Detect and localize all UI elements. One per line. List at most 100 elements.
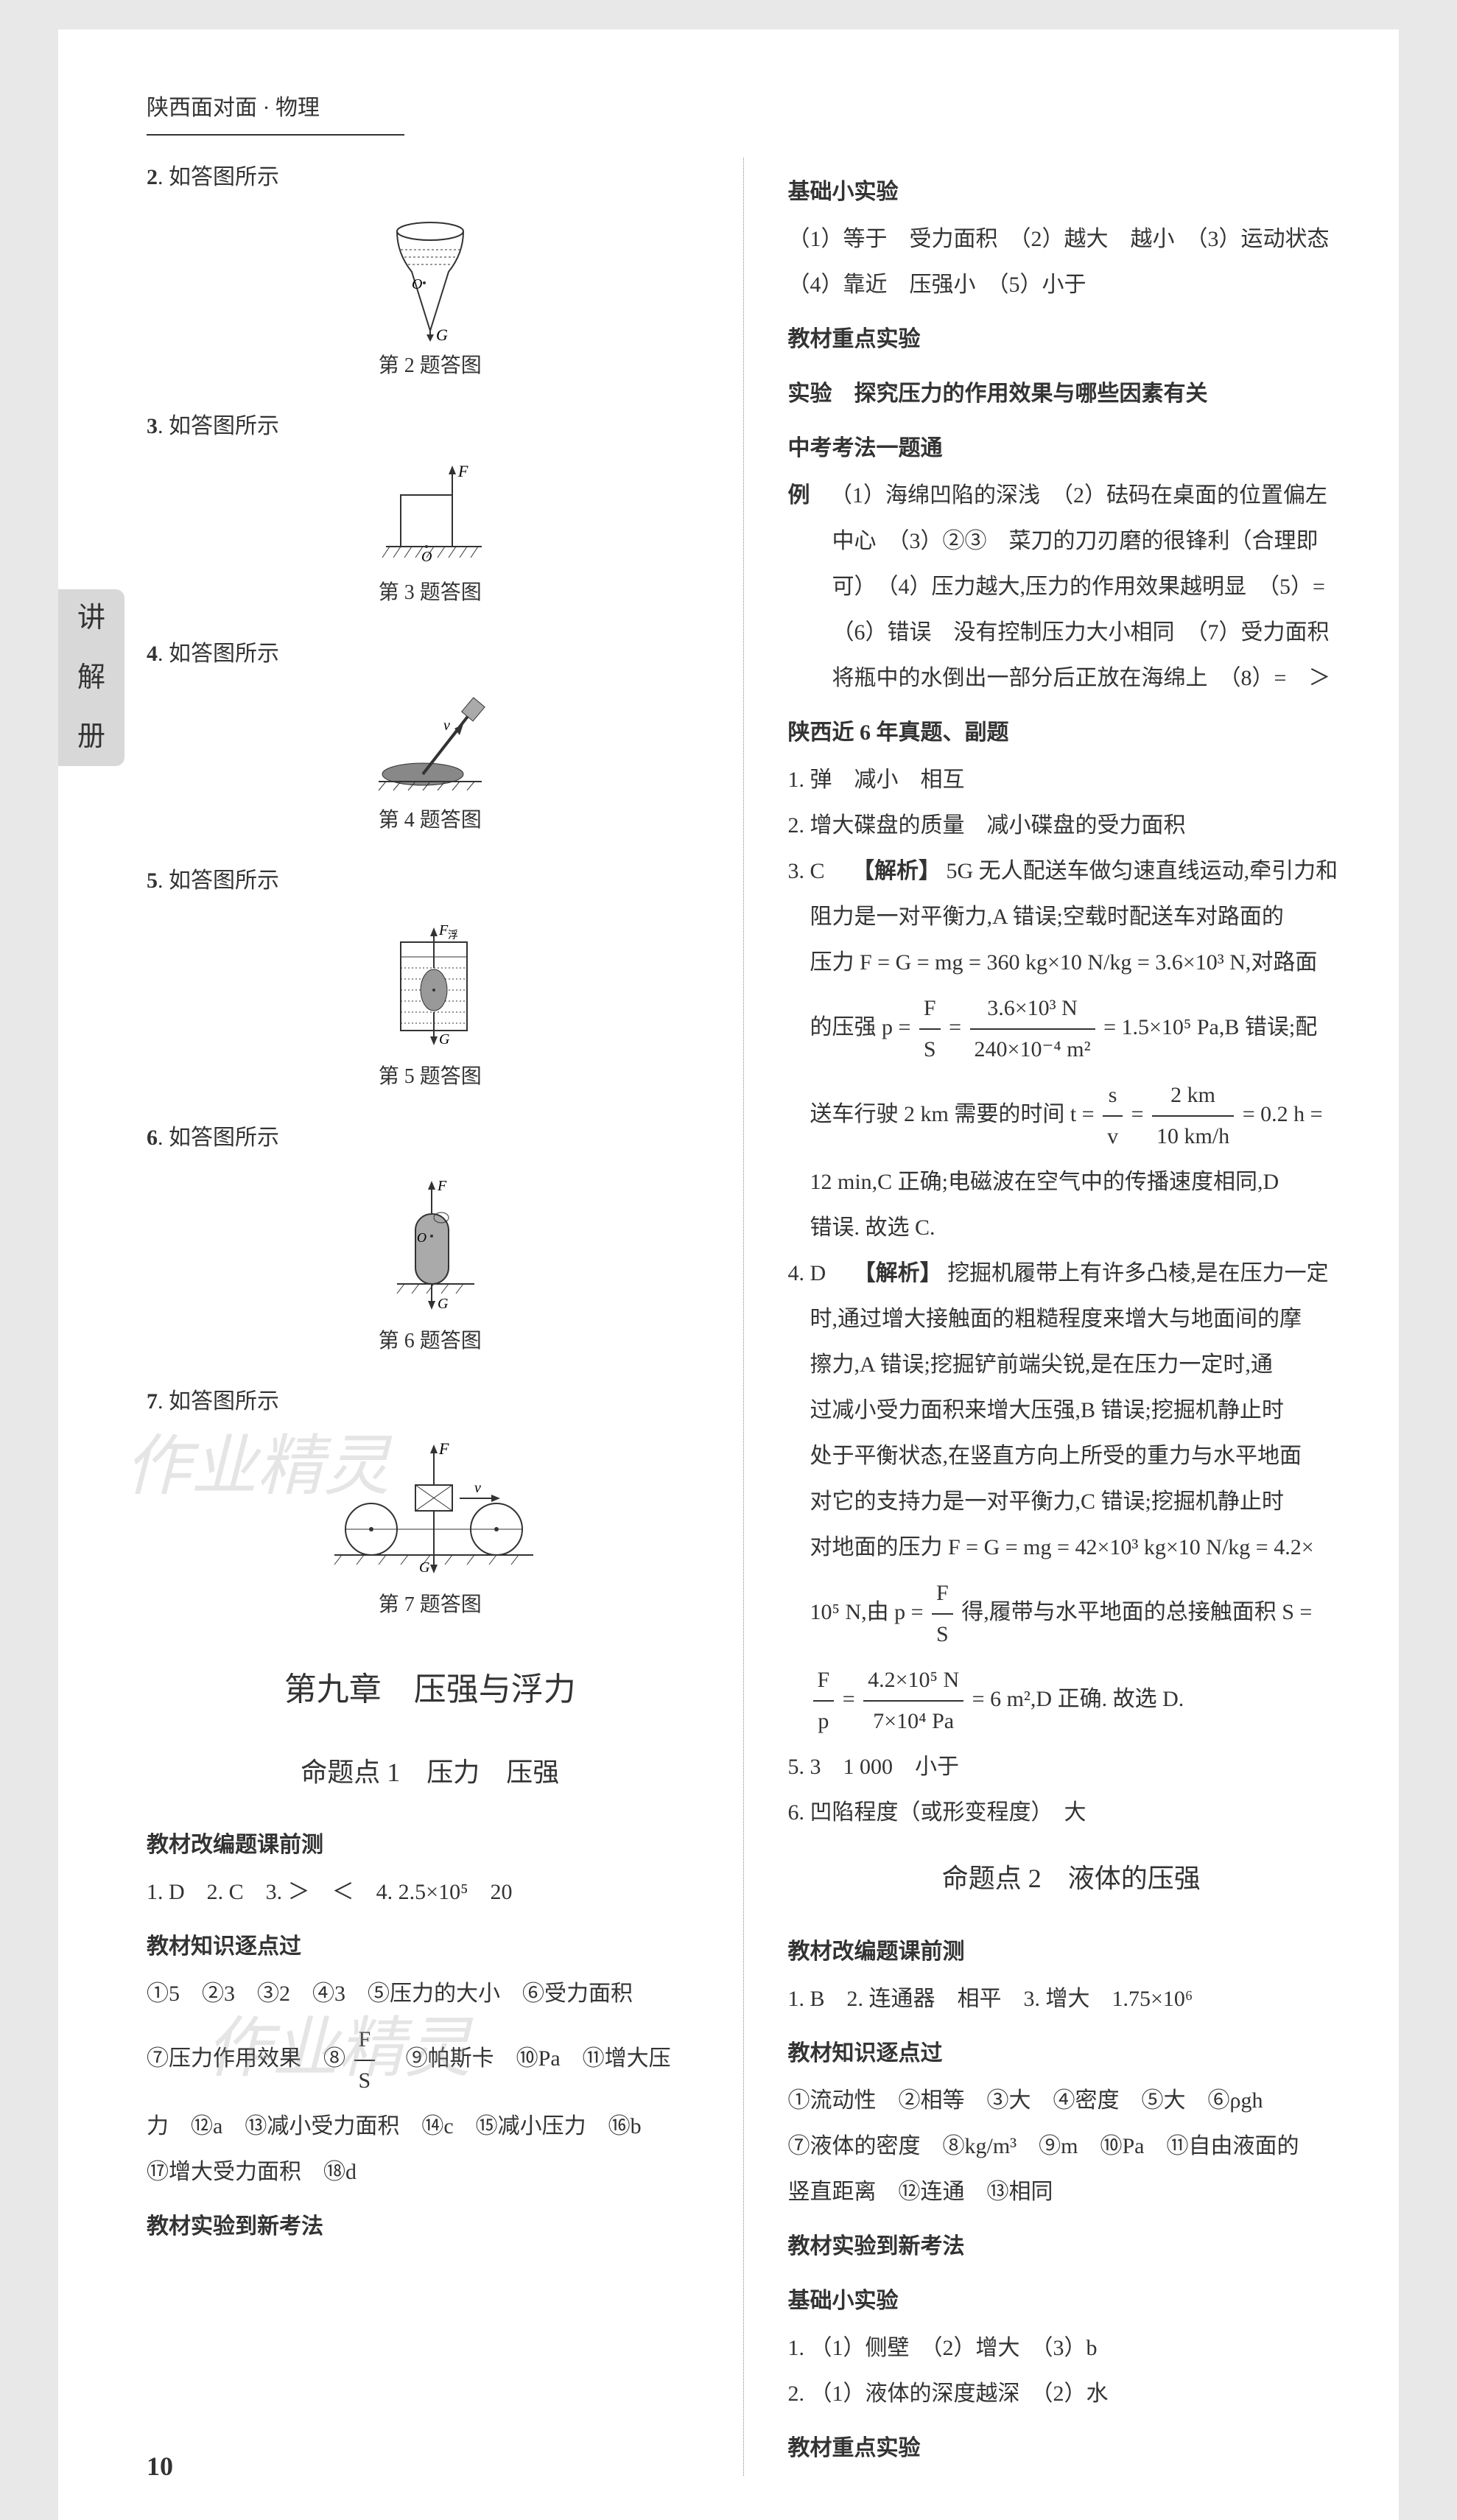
- fig5-svg: F浮 G: [371, 913, 489, 1053]
- svg-text:G: G: [439, 1031, 450, 1047]
- figure-7: F v G: [147, 1433, 714, 1581]
- frac-num: 3.6×10³ N: [970, 989, 1095, 1030]
- q4-text: 对它的支持力是一对平衡力,C 错误;挖掘机静止时: [788, 1482, 1355, 1522]
- svg-text:F: F: [438, 1439, 449, 1458]
- item-number: 5: [147, 868, 158, 893]
- frac-num: F: [813, 1660, 835, 1702]
- q3-text: 的压强 p = F S = 3.6×10³ N 240×10⁻⁴ m² = 1.…: [788, 989, 1355, 1070]
- knowledge-line: ①5 ②3 ③2 ④3 ⑤压力的大小 ⑥受力面积: [147, 1974, 714, 2014]
- frac-num: s: [1103, 1075, 1123, 1117]
- figure-4: v: [147, 686, 714, 796]
- fraction-fs: F S: [354, 2020, 376, 2101]
- item-text: 如答图所示: [169, 642, 279, 666]
- left-column: 2. 如答图所示 O G 第 2: [147, 158, 744, 2476]
- frac-den: p: [813, 1702, 835, 1741]
- knowledge-line: ⑦压力作用效果 ⑧ F S ⑨帕斯卡 ⑩Pa ⑪增大压: [147, 2020, 714, 2101]
- item-text: 如答图所示: [169, 165, 279, 189]
- expmethod-heading: 教材实验到新考法: [147, 2207, 714, 2247]
- fig-caption: 第 5 题答图: [147, 1059, 714, 1095]
- figure-2: O G: [147, 209, 714, 342]
- text-part: ⑨帕斯卡 ⑩Pa ⑪增大压: [384, 2046, 671, 2071]
- pretest-answers: 1. D 2. C 3. ＞ ＜ 4. 2.5×10⁵ 20: [147, 1873, 714, 1912]
- item-text: 如答图所示: [169, 868, 279, 893]
- q3-prefix: 3. C: [788, 859, 847, 883]
- answer-item-2: 2. 如答图所示 O G 第 2: [147, 158, 714, 385]
- q3-block: 3. C 【解析】 5G 无人配送车做匀速直线运动,牵引力和: [788, 852, 1355, 891]
- svg-text:O: O: [421, 549, 432, 565]
- q3-text: 送车行驶 2 km 需要的时间 t = s v = 2 km 10 km/h =…: [788, 1075, 1355, 1157]
- knowledge2-line: ⑦液体的密度 ⑧kg/m³ ⑨m ⑩Pa ⑪自由液面的: [788, 2127, 1355, 2166]
- text-part: 送车行驶 2 km 需要的时间 t =: [810, 1102, 1100, 1126]
- q3-text: 错误. 故选 C.: [788, 1208, 1355, 1248]
- q4-text: 处于平衡状态,在竖直方向上所受的重力与水平地面: [788, 1436, 1355, 1476]
- q3-text: 5G 无人配送车做匀速直线运动,牵引力和: [947, 859, 1338, 883]
- svg-text:浮: 浮: [448, 930, 458, 941]
- keyexp2-heading: 教材重点实验: [788, 2429, 1355, 2468]
- q4-block: 4. D 【解析】 挖掘机履带上有许多凸棱,是在压力一定: [788, 1254, 1355, 1294]
- answer-item-7: 7. 如答图所示 F: [147, 1382, 714, 1624]
- item-text: 如答图所示: [169, 414, 279, 438]
- svg-text:O: O: [417, 1230, 426, 1245]
- item-number: 2: [147, 165, 158, 189]
- side-tab-char: 册: [77, 712, 105, 762]
- basicexp2-line: 1. （1）侧壁 （2）增大 （3）b: [788, 2328, 1355, 2368]
- page-number: 10: [147, 2443, 173, 2491]
- text-part: = 1.5×10⁵ Pa,B 错误;配: [1103, 1015, 1317, 1039]
- frac-den: 10 km/h: [1152, 1117, 1234, 1157]
- svg-text:F: F: [457, 462, 468, 480]
- frac-den: 240×10⁻⁴ m²: [970, 1030, 1095, 1070]
- chapter-title: 第九章 压强与浮力: [147, 1660, 714, 1719]
- real-q-line: 1. 弹 减小 相互: [788, 760, 1355, 800]
- svg-text:v: v: [474, 1480, 481, 1496]
- key-exp-heading: 教材重点实验: [788, 320, 1355, 359]
- q3-text: 阻力是一对平衡力,A 错误;空载时配送车对路面的: [788, 897, 1355, 937]
- frac-den: S: [354, 2061, 376, 2101]
- knowledge2-heading: 教材知识逐点过: [788, 2034, 1355, 2074]
- analysis-label: 【解析】: [854, 1261, 942, 1285]
- side-tab-char: 解: [77, 653, 105, 703]
- side-tab: 讲 解 册: [58, 589, 124, 766]
- item-number: 3: [147, 414, 158, 438]
- item-text: 如答图所示: [169, 1126, 279, 1150]
- knowledge-heading: 教材知识逐点过: [147, 1927, 714, 1967]
- q4-prefix: 4. D: [788, 1261, 849, 1285]
- pretest-heading: 教材改编题课前测: [147, 1825, 714, 1865]
- knowledge-line: ⑰增大受力面积 ⑱d: [147, 2152, 714, 2192]
- answer-item-6: 6. 如答图所示 O F G: [147, 1118, 714, 1360]
- right-column: 基础小实验 （1）等于 受力面积 （2）越大 越小 （3）运动状态 （4）靠近 …: [788, 158, 1355, 2476]
- fraction: F S: [932, 1573, 953, 1654]
- answer-item-5: 5. 如答图所示 F浮: [147, 861, 714, 1095]
- frac-den: S: [932, 1615, 953, 1654]
- q6-line: 6. 凹陷程度（或形变程度） 大: [788, 1793, 1355, 1833]
- figure-6: O F G: [147, 1170, 714, 1317]
- svg-text:G: G: [438, 1296, 449, 1312]
- frac-num: F: [919, 989, 941, 1030]
- frac-num: F: [354, 2020, 376, 2061]
- svg-text:F: F: [437, 1178, 447, 1194]
- fraction: 3.6×10³ N 240×10⁻⁴ m²: [970, 989, 1095, 1070]
- basic-exp-line: （4）靠近 压强小 （5）小于: [788, 265, 1355, 305]
- text-part: = 6 m²,D 正确. 故选 D.: [972, 1687, 1184, 1711]
- analysis-label: 【解析】: [852, 859, 941, 883]
- fraction: s v: [1103, 1075, 1123, 1157]
- frac-num: 4.2×10⁵ N: [863, 1660, 963, 1702]
- item-text: 如答图所示: [169, 1389, 279, 1414]
- q4-text: F p = 4.2×10⁵ N 7×10⁴ Pa = 6 m²,D 正确. 故选…: [788, 1660, 1355, 1741]
- section-title-2: 命题点 2 液体的压强: [788, 1855, 1355, 1903]
- fig-caption: 第 7 题答图: [147, 1587, 714, 1624]
- svg-text:v: v: [443, 717, 450, 734]
- frac-num: 2 km: [1152, 1075, 1234, 1117]
- answer-item-3: 3. 如答图所示: [147, 407, 714, 611]
- expmethod2-heading: 教材实验到新考法: [788, 2227, 1355, 2267]
- svg-text:F: F: [438, 922, 449, 938]
- fig-caption: 第 4 题答图: [147, 802, 714, 839]
- item-number: 7: [147, 1389, 158, 1414]
- svg-text:O: O: [412, 276, 422, 292]
- svg-text:G: G: [419, 1559, 430, 1576]
- example-text: 中心 （3）②③ 菜刀的刀刃磨的很锋利（合理即: [788, 522, 1355, 561]
- fraction: F S: [919, 989, 941, 1070]
- example-text: （1）海绵凹陷的深浅 （2）砝码在桌面的位置偏左: [830, 483, 1327, 508]
- fig-caption: 第 3 题答图: [147, 575, 714, 611]
- section-title: 命题点 1 压力 压强: [147, 1749, 714, 1797]
- example-text: （6）错误 没有控制压力大小相同 （7）受力面积: [788, 613, 1355, 653]
